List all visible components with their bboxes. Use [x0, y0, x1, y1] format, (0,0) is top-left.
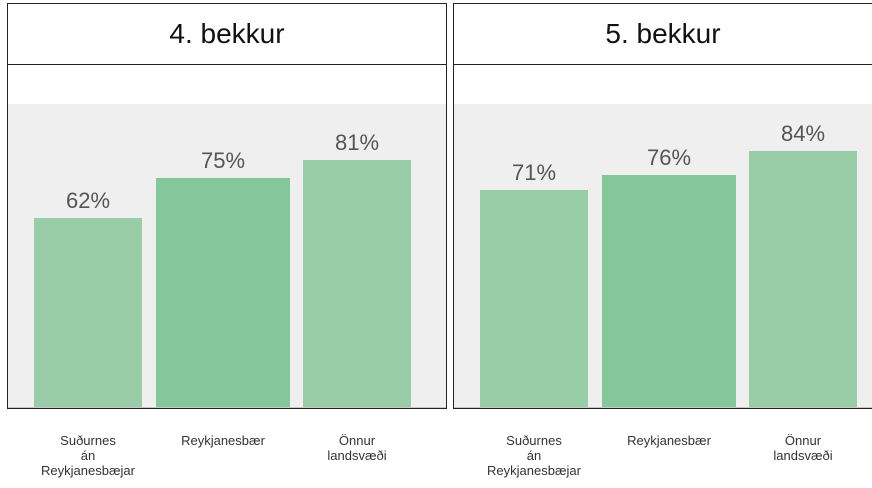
data-label: 84%	[780, 120, 826, 146]
plot-area: 62% 75% 81%	[8, 104, 446, 408]
chart-panel: 4. bekkur 62% 75% 81%	[7, 3, 447, 409]
data-label: 71%	[511, 160, 557, 186]
data-label: 62%	[65, 187, 111, 213]
bar	[156, 178, 290, 407]
bar	[749, 150, 857, 407]
x-tick-label: Reykjanesbær	[627, 433, 711, 448]
x-tick-label: Suðurnes án Reykjanesbæjar	[487, 433, 581, 478]
chart-title: 5. bekkur	[454, 4, 872, 65]
bar	[303, 159, 411, 407]
bar	[480, 190, 588, 407]
plot-area: 71% 76% 84%	[454, 104, 872, 408]
bar	[602, 175, 736, 407]
data-label: 81%	[334, 129, 380, 155]
x-tick-label: Önnur landsvæði	[327, 433, 387, 463]
bar	[34, 217, 142, 407]
chart-title: 4. bekkur	[8, 4, 446, 65]
x-tick-label: Önnur landsvæði	[773, 433, 833, 463]
chart-panel: 5. bekkur 71% 76% 84%	[453, 3, 872, 409]
x-tick-label: Reykjanesbær	[181, 433, 265, 448]
data-label: 75%	[200, 148, 246, 174]
x-tick-label: Suðurnes án Reykjanesbæjar	[41, 433, 135, 478]
data-label: 76%	[646, 145, 692, 171]
